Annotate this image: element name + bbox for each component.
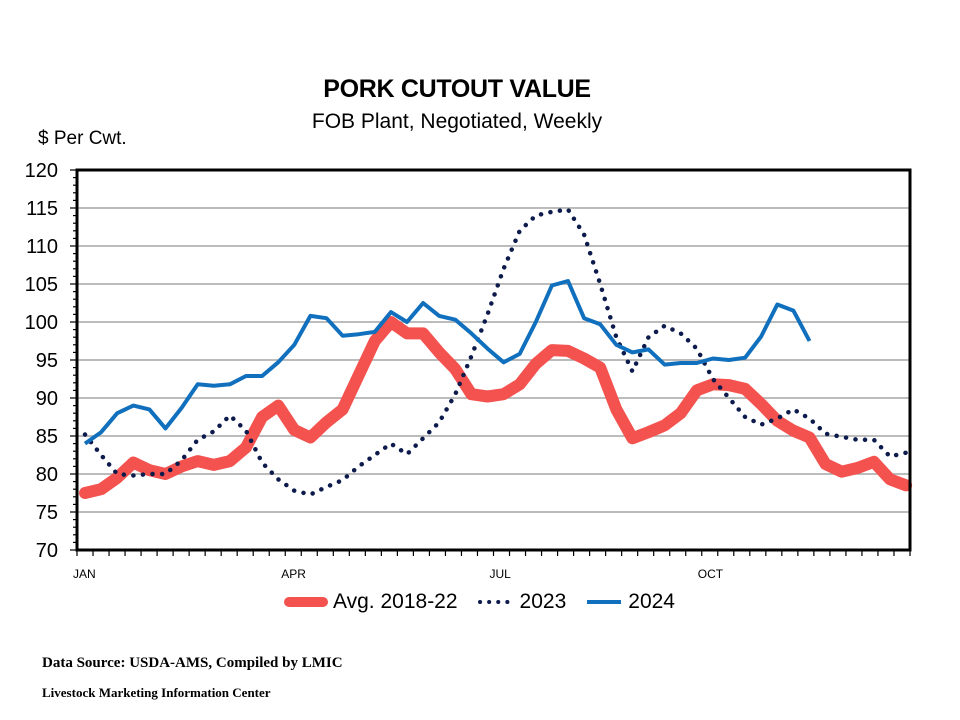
organization-name: Livestock Marketing Information Center: [42, 685, 271, 700]
y-tick-label: 95: [36, 350, 58, 372]
legend: Avg. 2018-22 2023 2024: [283, 590, 693, 614]
chart-subtitle: FOB Plant, Negotiated, Weekly: [311, 110, 603, 133]
legend-swatch-2024: [587, 600, 622, 604]
y-tick-label: 75: [36, 502, 58, 524]
series-line-avg-2018-22: [79, 316, 913, 499]
y-tick-label: 90: [36, 388, 58, 410]
legend-swatch-avg: [284, 597, 328, 607]
y-tick-label: 110: [26, 236, 58, 258]
y-tick-label: 85: [36, 426, 58, 448]
legend-item-2023: 2023: [476, 590, 567, 614]
y-axis-label: $ Per Cwt.: [38, 128, 127, 149]
legend-label-2023: 2023: [519, 590, 567, 613]
y-tick-label: 105: [25, 274, 58, 296]
y-tick-label: 120: [25, 160, 58, 182]
plot-frame: [75, 168, 912, 552]
x-tick-label: JUL: [490, 567, 512, 581]
legend-swatch-2023: [477, 600, 514, 604]
y-tick-label: 80: [36, 464, 58, 486]
y-axis-ticks: 70 75 80 85 90 95 100 105 110 115 120: [25, 160, 77, 562]
x-tick-label: JAN: [73, 567, 96, 581]
series-line-2024: [83, 279, 812, 446]
y-tick-label: 70: [36, 540, 58, 562]
series-lines: [79, 207, 913, 499]
y-tick-label: 115: [26, 198, 58, 220]
x-tick-label: APR: [281, 567, 306, 581]
legend-item-2024: 2024: [584, 590, 675, 614]
series-line-2023: [82, 207, 909, 497]
chart-title: PORK CUTOUT VALUE: [323, 75, 591, 103]
legend-item-avg: Avg. 2018-22: [283, 590, 458, 614]
x-tick-label: OCT: [698, 567, 724, 581]
y-tick-label: 100: [25, 312, 58, 334]
data-source-note: Data Source: USDA-AMS, Compiled by LMIC: [42, 655, 343, 671]
legend-label-avg: Avg. 2018-22: [333, 590, 458, 613]
legend-label-2024: 2024: [628, 590, 675, 613]
x-axis-ticks: JAN APR JUL OCT: [73, 550, 911, 581]
